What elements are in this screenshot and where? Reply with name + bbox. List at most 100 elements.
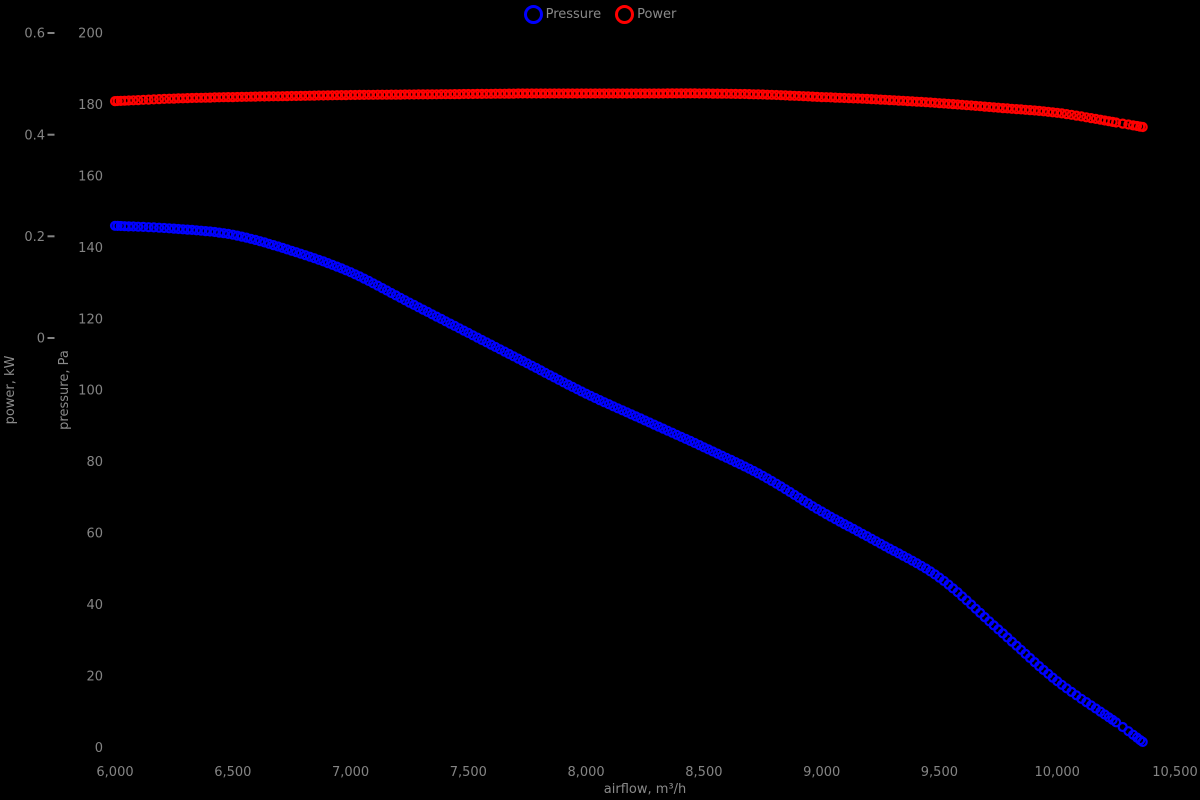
power-data-marker-icon: [223, 91, 234, 103]
pressure-data-marker-icon: [1110, 717, 1122, 728]
power-data-marker-icon: [807, 91, 818, 102]
pressure-data-marker-icon: [173, 223, 184, 235]
pressure-data-marker-icon: [218, 228, 229, 239]
power-data-marker-icon: [662, 88, 673, 99]
pressure-data-marker-icon: [241, 232, 252, 243]
power-data-marker-icon: [734, 88, 746, 100]
power-data-marker-icon: [956, 99, 968, 110]
pressure-tick-label: 0: [95, 741, 103, 756]
power-data-marker-icon: [929, 97, 941, 108]
power-data-marker-icon: [707, 88, 719, 99]
power-data-marker-icon: [961, 100, 972, 111]
pressure-tick-label: 20: [86, 670, 103, 685]
power-data-marker-icon: [608, 88, 619, 99]
power-data-marker-icon: [263, 91, 275, 102]
x-tick-label: 6,500: [214, 765, 251, 780]
x-tick-label: 7,500: [450, 765, 487, 780]
power-data-marker-icon: [291, 90, 302, 102]
pressure-data-marker-icon: [214, 227, 225, 238]
power-data-marker-icon: [911, 96, 922, 107]
pressure-data-marker-icon: [191, 225, 202, 236]
pressure-data-marker-icon: [304, 251, 315, 262]
power-data-marker-icon: [1071, 110, 1082, 121]
pressure-data-marker-icon: [282, 244, 293, 255]
pressure-data-marker-icon: [159, 222, 170, 234]
power-data-marker-icon: [825, 92, 836, 103]
pressure-data-marker-icon: [148, 222, 159, 233]
pressure-data-marker-icon: [250, 234, 261, 245]
pressure-data-marker-icon: [291, 247, 302, 258]
power-data-marker-icon: [205, 92, 216, 103]
pressure-data-marker-icon: [154, 222, 165, 233]
pressure-data-marker-icon: [254, 236, 266, 247]
power-data-marker-icon: [282, 90, 293, 102]
pressure-legend-marker-icon: [523, 5, 543, 24]
power-data-marker-icon: [1110, 117, 1122, 128]
pressure-data-marker-icon: [259, 237, 270, 248]
power-data-marker-icon: [309, 90, 320, 101]
pressure-data-marker-icon: [138, 221, 149, 232]
power-tick-label: 0.4: [24, 128, 45, 143]
power-data-marker-icon: [716, 88, 728, 99]
legend: Pressure Power: [0, 5, 1200, 24]
power-data-marker-icon: [159, 93, 170, 105]
power-data-marker-icon: [154, 93, 165, 105]
power-data-marker-icon: [916, 96, 927, 108]
power-data-marker-icon: [250, 91, 261, 102]
power-data-marker-icon: [780, 90, 791, 101]
pressure-data-marker-icon: [273, 241, 284, 252]
power-data-marker-icon: [762, 89, 773, 100]
pressure-tick-label: 200: [78, 27, 103, 42]
power-data-marker-icon: [504, 88, 515, 99]
legend-item-pressure[interactable]: Pressure: [523, 5, 601, 24]
pressure-tick-label: 160: [78, 169, 103, 184]
power-data-marker-icon: [236, 91, 247, 103]
power-data-marker-icon: [1076, 111, 1087, 122]
pressure-tick-label: 40: [86, 598, 103, 613]
power-data-marker-icon: [431, 89, 442, 100]
x-tick-label: 6,000: [96, 765, 133, 780]
power-data-marker-icon: [766, 89, 777, 100]
power-data-marker-icon: [472, 88, 483, 100]
power-data-marker-icon: [404, 89, 415, 100]
pressure-tick-label: 100: [78, 384, 103, 399]
power-data-marker-icon: [775, 90, 787, 101]
power-data-marker-icon: [730, 88, 741, 100]
pressure-tick-label: 120: [78, 312, 103, 327]
pressure-data-marker-icon: [268, 240, 279, 251]
power-data-marker-icon: [336, 89, 347, 101]
power-data-marker-icon: [476, 88, 487, 100]
power-data-marker-icon: [138, 94, 149, 105]
power-data-marker-icon: [417, 89, 429, 100]
power-data-marker-icon: [843, 93, 854, 104]
power-data-marker-icon: [445, 89, 456, 100]
pressure-data-marker-icon: [128, 221, 139, 232]
power-data-marker-icon: [322, 90, 333, 101]
power-data-marker-icon: [1047, 107, 1058, 118]
power-data-marker-icon: [295, 90, 306, 102]
pressure-tick-label: 60: [86, 527, 103, 542]
power-data-marker-icon: [1038, 106, 1049, 117]
power-data-marker-icon: [1002, 103, 1013, 114]
power-data-marker-icon: [340, 89, 352, 101]
power-data-marker-icon: [943, 98, 954, 109]
legend-item-power[interactable]: Power: [615, 5, 676, 24]
power-data-marker-icon: [186, 92, 198, 104]
power-data-marker-icon: [359, 89, 370, 101]
power-data-marker-icon: [1006, 103, 1018, 114]
power-data-marker-icon: [1061, 108, 1072, 120]
power-series: [109, 88, 1148, 133]
pressure-data-marker-icon: [209, 226, 220, 238]
power-data-marker-icon: [148, 94, 159, 105]
power-data-marker-icon: [685, 88, 696, 99]
power-data-marker-icon: [133, 94, 144, 106]
x-axis-title: airflow, m³/h: [604, 782, 686, 797]
power-data-marker-icon: [689, 88, 700, 99]
power-data-marker-icon: [748, 89, 759, 100]
power-data-marker-icon: [463, 88, 474, 100]
power-data-marker-icon: [988, 102, 999, 113]
pressure-data-marker-icon: [123, 221, 134, 232]
x-tick-label: 8,500: [685, 765, 722, 780]
pressure-axis-tick-labels: 0 20 40 60 80 100 120 140 160 180 200: [78, 27, 103, 756]
